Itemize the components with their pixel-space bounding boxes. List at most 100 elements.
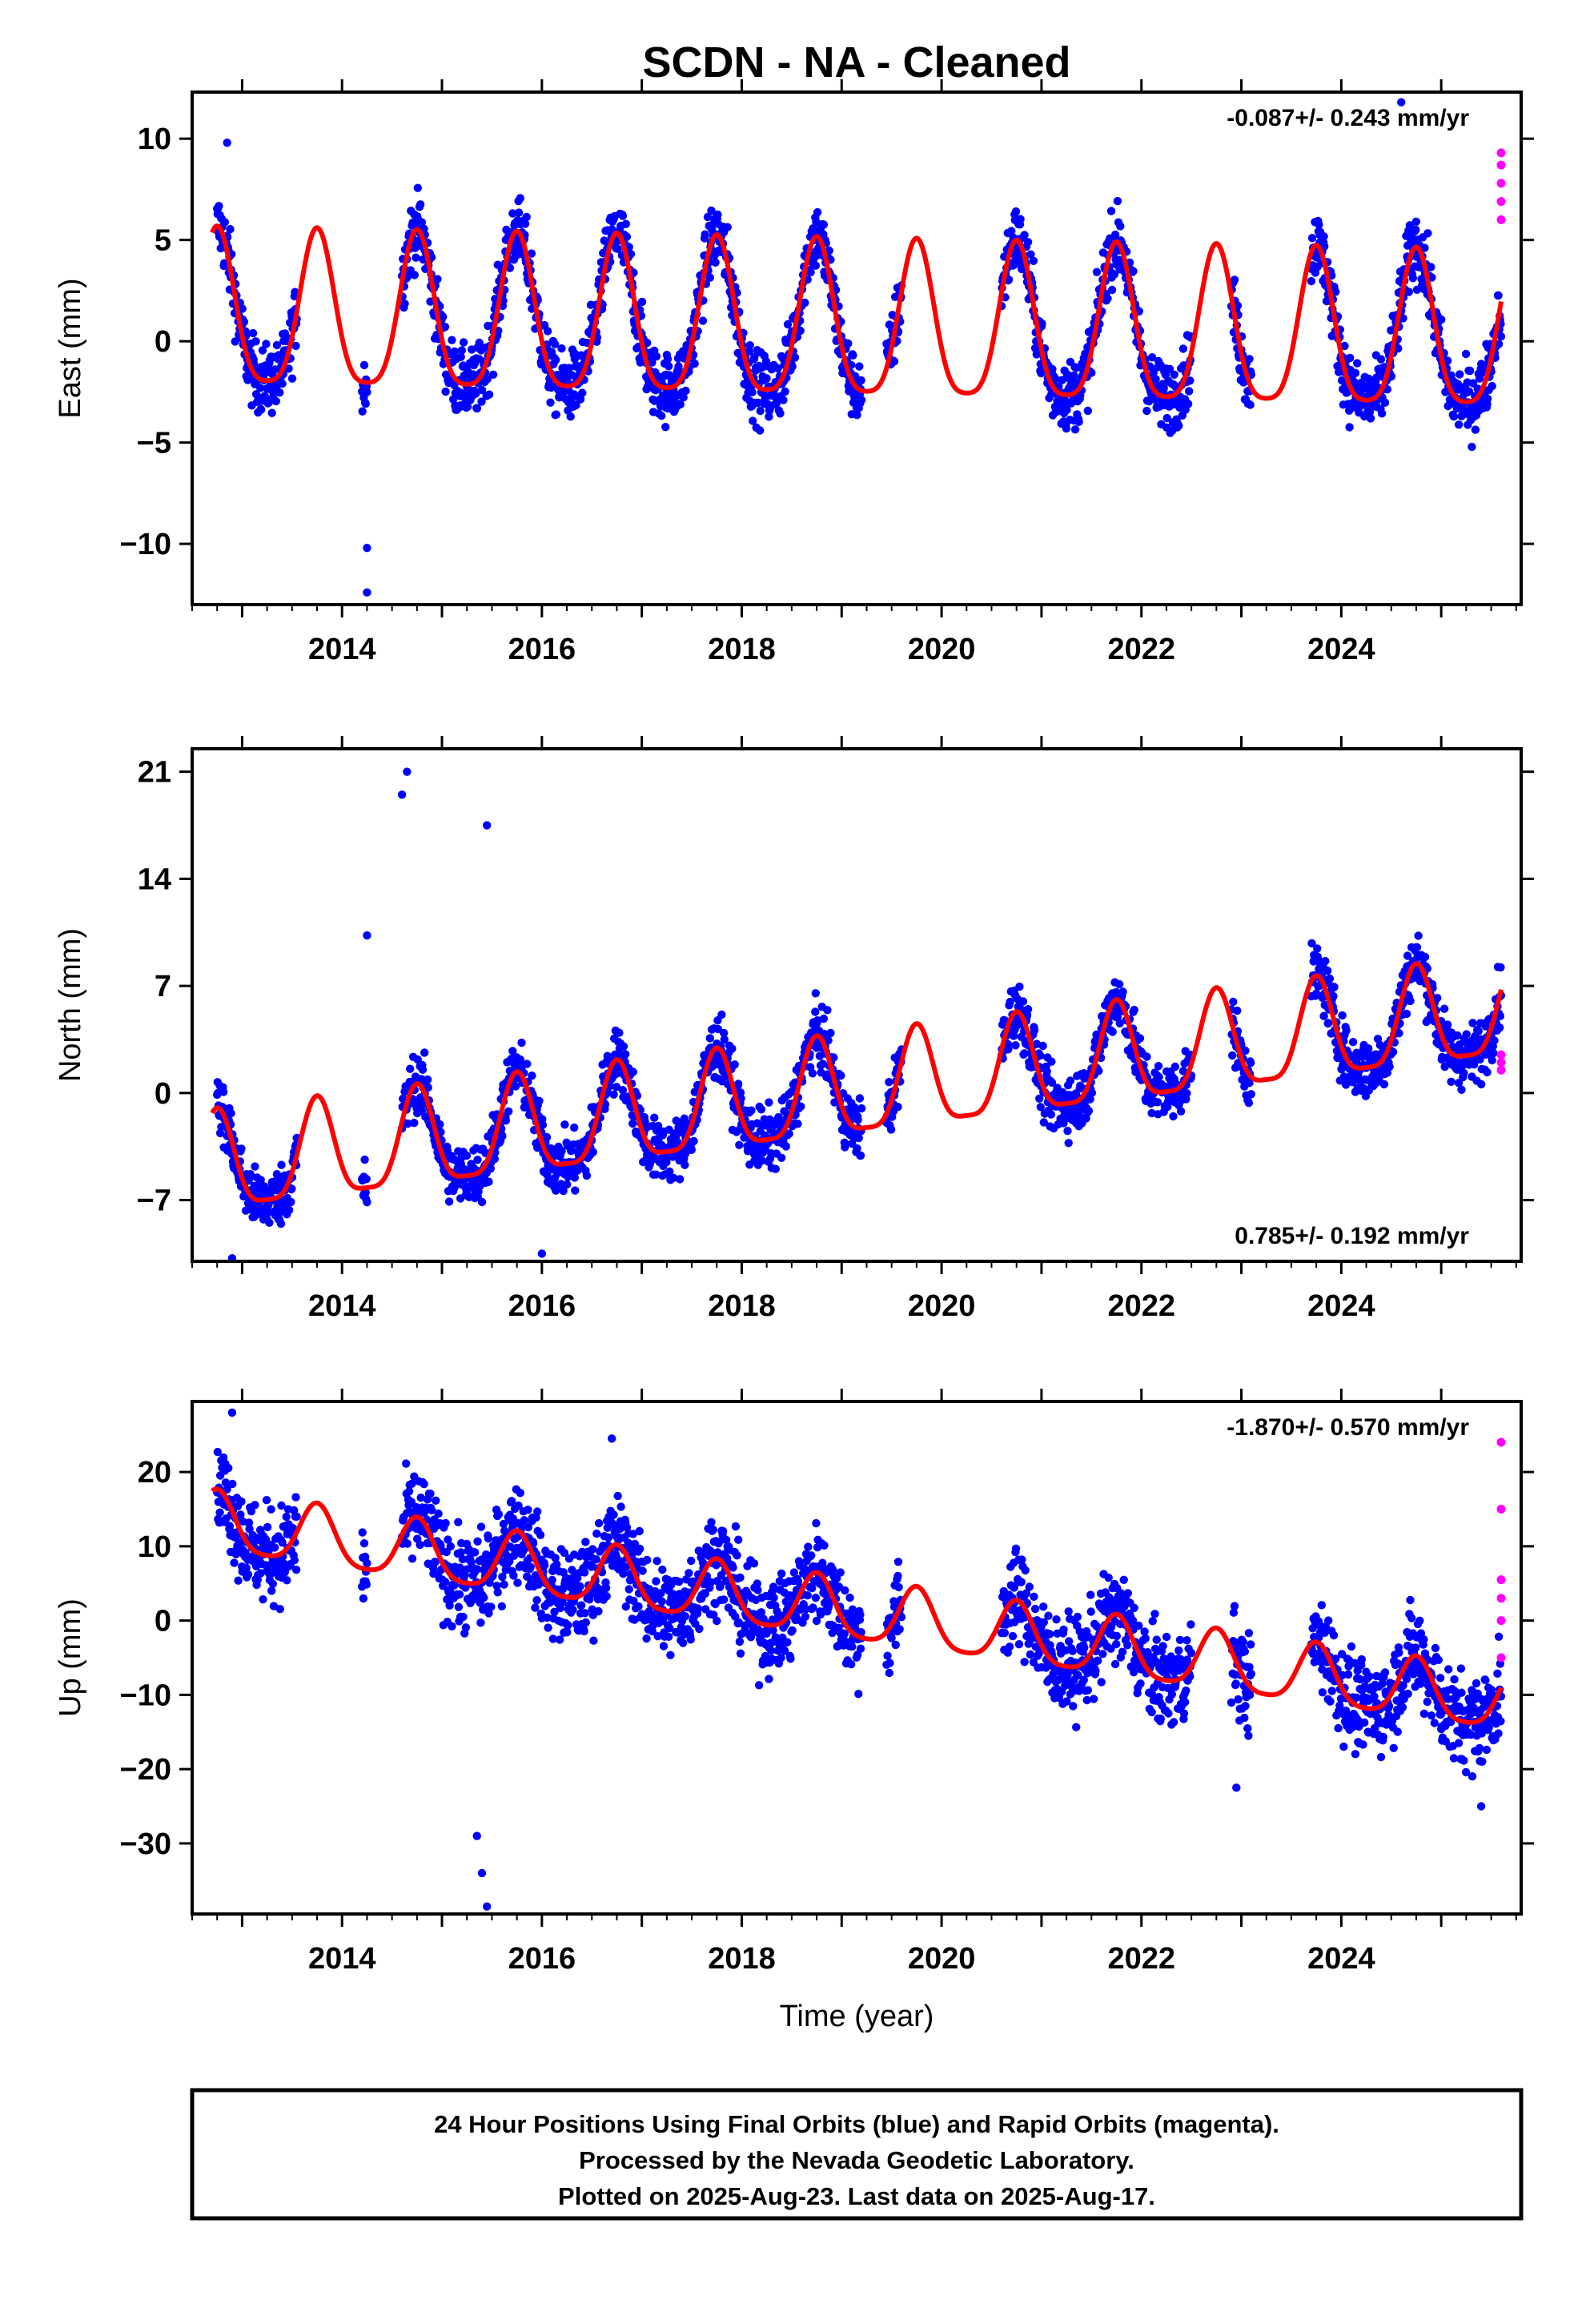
final-orbit-point [885,1078,893,1087]
final-orbit-point [454,1602,464,1611]
final-orbit-point [1411,225,1420,234]
final-orbit-point [426,1490,435,1498]
final-orbit-point [1154,1062,1163,1071]
final-orbit-point [423,1075,432,1084]
final-orbit-point [853,411,861,420]
final-orbit-point [1380,398,1390,407]
final-orbit-point [459,338,468,347]
final-orbit-point [1461,349,1471,359]
final-orbit-point [797,1102,805,1111]
final-orbit-point [1420,952,1430,962]
final-orbit-point [1092,267,1102,276]
y-tick-label: 0 [155,1077,171,1111]
final-orbit-point [1135,1034,1145,1043]
final-orbit-point [618,211,628,220]
final-orbit-point [1185,387,1194,396]
final-orbit-point [1178,344,1188,353]
final-orbit-point [456,352,465,361]
final-orbit-point [1116,222,1125,231]
final-orbit-point [267,1505,275,1514]
final-orbit-point [1342,1026,1351,1035]
final-orbit-point [777,1153,786,1163]
final-orbit-point [413,183,422,192]
final-orbit-point [1447,1077,1456,1087]
final-orbit-point [730,1060,739,1069]
model-fit-line [210,961,1504,1203]
final-orbit-point [477,397,486,406]
final-orbit-point [1062,424,1071,433]
final-orbit-point [661,423,670,432]
final-orbit-point [1147,353,1157,362]
final-orbit-point [1114,979,1124,989]
final-orbit-point [676,1175,685,1184]
final-orbit-point [500,1580,508,1589]
final-orbit-point [1340,341,1349,351]
final-orbit-point [215,1128,225,1138]
final-orbit-point [552,356,560,364]
final-orbit-point [745,341,754,350]
final-orbit-point [363,588,371,597]
final-orbit-point [813,207,822,217]
final-orbit-point [1323,967,1332,975]
final-orbit-point [1026,250,1035,259]
final-orbit-point [555,393,564,402]
final-orbit-point [1230,275,1239,284]
final-orbit-point [361,1188,370,1197]
final-orbit-point [227,1109,235,1118]
final-orbit-point [408,1554,417,1563]
final-orbit-point [1477,1080,1486,1089]
final-orbit-point [287,374,297,383]
final-orbit-point [749,416,757,425]
final-orbit-point [676,400,685,409]
final-orbit-point [1377,409,1387,418]
rapid-orbit-point [1496,1058,1506,1068]
final-orbit-point [446,1542,455,1551]
final-orbit-point [470,1548,480,1557]
final-orbit-point [566,412,575,421]
final-orbit-point [1321,956,1330,966]
y-tick-label: −7 [137,1184,171,1218]
final-orbit-point [455,1590,464,1599]
final-orbit-point [1038,320,1046,328]
final-orbit-point [224,1464,233,1473]
final-orbit-point [855,1094,865,1103]
final-orbit-point [291,341,300,351]
final-orbit-point [1454,420,1464,429]
final-orbit-point [811,1007,820,1016]
final-orbit-point [1070,425,1080,434]
final-orbit-point [687,1145,696,1155]
y-tick-label: 0 [155,325,171,359]
final-orbit-point [571,1186,580,1195]
final-orbit-point [1489,1048,1498,1058]
final-orbit-point [564,364,574,372]
y-axis-label: East (mm) [54,278,87,418]
final-orbit-point [1063,1127,1072,1136]
final-orbit-point [359,1539,369,1548]
plot-area [211,1408,1506,1911]
final-orbit-point [811,989,820,998]
final-orbit-point [516,194,524,203]
x-tick-label: 2020 [908,633,976,666]
final-orbit-point [1464,387,1474,396]
final-orbit-point [440,1578,450,1586]
final-orbit-point [363,931,371,940]
final-orbit-point [1437,315,1446,324]
final-orbit-point [424,1083,432,1092]
final-orbit-point [402,1459,411,1468]
final-orbit-point [1364,374,1374,384]
final-orbit-point [776,409,785,418]
final-orbit-point [262,340,271,348]
final-orbit-point [856,1151,865,1160]
final-orbit-point [292,1512,301,1522]
final-orbit-point [457,346,466,355]
final-orbit-point [1083,406,1093,416]
final-orbit-point [507,1497,516,1506]
final-orbit-point [1011,207,1021,216]
panel-frame [191,90,1523,606]
final-orbit-point [855,362,864,371]
final-orbit-point [418,1065,428,1074]
plot-area [210,767,1506,1261]
final-orbit-point [400,300,409,308]
final-orbit-point [363,388,371,396]
final-orbit-point [1106,207,1116,215]
